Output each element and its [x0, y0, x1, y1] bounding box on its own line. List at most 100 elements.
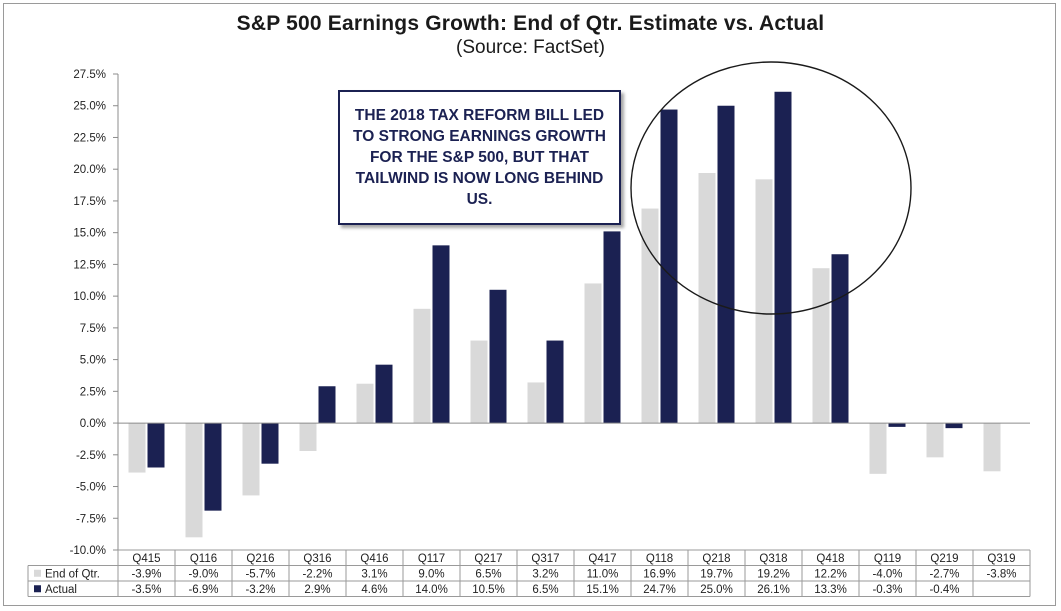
y-tick-label: 0.0% — [80, 418, 106, 430]
table-value-actual: -0.4% — [929, 584, 959, 596]
table-value-actual: 6.5% — [532, 584, 558, 596]
bar-end-of-qtr-q119 — [869, 423, 887, 474]
bar-end-of-qtr-q418 — [812, 268, 830, 424]
x-category-label: Q316 — [303, 553, 331, 565]
y-tick-label: -7.5% — [76, 513, 106, 525]
bar-end-of-qtr-q318 — [755, 179, 773, 424]
bar-end-of-qtr-q116 — [185, 423, 203, 538]
table-value-actual: 10.5% — [472, 584, 505, 596]
table-value-end-of-qtr: -3.8% — [986, 568, 1016, 580]
x-category-label: Q118 — [646, 553, 673, 565]
x-category-label: Q219 — [930, 553, 958, 565]
table-value-actual: 15.1% — [586, 584, 619, 596]
bar-end-of-qtr-q317 — [527, 382, 545, 424]
bar-actual-q118 — [660, 109, 678, 424]
bar-end-of-qtr-q416 — [356, 383, 374, 424]
y-tick-label: 7.5% — [80, 323, 106, 335]
table-value-end-of-qtr: -2.7% — [929, 568, 959, 580]
x-category-label: Q415 — [132, 553, 160, 565]
bar-actual-q417 — [603, 231, 621, 424]
table-value-end-of-qtr: -9.0% — [188, 568, 218, 580]
bar-actual-q116 — [204, 423, 222, 511]
bar-end-of-qtr-q219 — [926, 423, 944, 458]
table-value-end-of-qtr: 19.2% — [757, 568, 790, 580]
x-category-label: Q217 — [474, 553, 502, 565]
bar-end-of-qtr-q217 — [470, 340, 488, 424]
legend-label-end-of-qtr: End of Qtr. — [45, 568, 100, 580]
y-tick-label: 20.0% — [73, 164, 106, 176]
bar-actual-q119 — [888, 423, 906, 427]
bar-actual-q416 — [375, 364, 393, 424]
bar-end-of-qtr-q216 — [242, 423, 260, 496]
table-value-actual: 24.7% — [643, 584, 676, 596]
table-value-actual: 25.0% — [700, 584, 733, 596]
y-tick-label: -2.5% — [76, 450, 106, 462]
x-category-label: Q417 — [588, 553, 616, 565]
y-tick-label: 15.0% — [73, 228, 106, 240]
table-value-actual: 2.9% — [304, 584, 330, 596]
x-category-label: Q318 — [759, 553, 787, 565]
y-tick-label: 12.5% — [73, 259, 106, 271]
bar-end-of-qtr-q415 — [128, 423, 146, 473]
table-value-actual: -0.3% — [872, 584, 902, 596]
bar-actual-q216 — [261, 423, 279, 464]
chart-title: S&P 500 Earnings Growth: End of Qtr. Est… — [236, 12, 825, 35]
bar-end-of-qtr-q316 — [299, 423, 317, 451]
chart-subtitle: (Source: FactSet) — [456, 37, 605, 58]
y-tick-label: -10.0% — [70, 545, 106, 557]
table-value-end-of-qtr: -3.9% — [131, 568, 161, 580]
x-category-label: Q117 — [418, 553, 445, 565]
table-value-end-of-qtr: -4.0% — [872, 568, 902, 580]
bar-actual-q316 — [318, 386, 336, 424]
bar-actual-q218 — [717, 105, 735, 424]
y-tick-label: -5.0% — [76, 482, 106, 494]
table-value-end-of-qtr: 11.0% — [587, 568, 619, 580]
table-value-actual: 14.0% — [415, 584, 448, 596]
table-value-end-of-qtr: 3.1% — [361, 568, 387, 580]
x-category-label: Q216 — [246, 553, 274, 565]
y-tick-label: 17.5% — [73, 196, 106, 208]
table-value-end-of-qtr: 12.2% — [814, 568, 847, 580]
table-value-actual: 4.6% — [361, 584, 387, 596]
table-value-actual: 26.1% — [757, 584, 790, 596]
x-category-label: Q116 — [190, 553, 217, 565]
bar-actual-q415 — [147, 423, 165, 468]
table-value-actual: -3.2% — [245, 584, 275, 596]
table-value-end-of-qtr: 16.9% — [643, 568, 676, 580]
bar-end-of-qtr-q319 — [983, 423, 1001, 472]
y-tick-label: 25.0% — [73, 101, 106, 113]
table-value-end-of-qtr: 3.2% — [532, 568, 558, 580]
bar-actual-q219 — [945, 423, 963, 429]
bar-end-of-qtr-q117 — [413, 308, 431, 424]
table-value-actual: -3.5% — [131, 584, 161, 596]
bar-actual-q217 — [489, 289, 507, 424]
table-value-end-of-qtr: -5.7% — [245, 568, 275, 580]
bar-actual-q317 — [546, 340, 564, 424]
y-tick-label: 2.5% — [80, 386, 106, 398]
table-value-actual: -6.9% — [188, 584, 218, 596]
legend-key-end-of-qtr — [34, 569, 41, 577]
bar-end-of-qtr-q218 — [698, 173, 716, 424]
table-value-end-of-qtr: 9.0% — [418, 568, 444, 580]
bar-actual-q117 — [432, 245, 450, 424]
annotation-callout: THE 2018 TAX REFORM BILL LED TO STRONG E… — [338, 90, 621, 225]
table-value-end-of-qtr: -2.2% — [302, 568, 332, 580]
y-tick-label: 10.0% — [73, 291, 106, 303]
x-category-label: Q218 — [702, 553, 730, 565]
table-value-end-of-qtr: 6.5% — [475, 568, 501, 580]
bar-actual-q318 — [774, 91, 792, 424]
highlight-circle — [630, 61, 912, 315]
x-category-label: Q418 — [816, 553, 844, 565]
legend-key-actual — [34, 585, 41, 593]
x-category-label: Q416 — [360, 553, 388, 565]
table-value-end-of-qtr: 19.7% — [700, 568, 733, 580]
y-tick-label: 5.0% — [80, 355, 106, 367]
y-tick-label: 22.5% — [73, 132, 106, 144]
x-category-label: Q119 — [874, 553, 901, 565]
x-category-label: Q319 — [987, 553, 1015, 565]
bar-end-of-qtr-q118 — [641, 208, 659, 424]
legend-label-actual: Actual — [45, 584, 77, 596]
table-value-actual: 13.3% — [814, 584, 847, 596]
bar-actual-q418 — [831, 254, 849, 424]
